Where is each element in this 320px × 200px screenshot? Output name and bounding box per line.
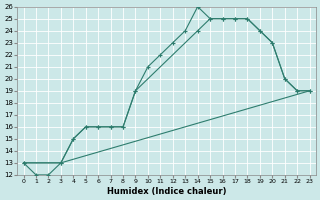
- X-axis label: Humidex (Indice chaleur): Humidex (Indice chaleur): [107, 187, 226, 196]
